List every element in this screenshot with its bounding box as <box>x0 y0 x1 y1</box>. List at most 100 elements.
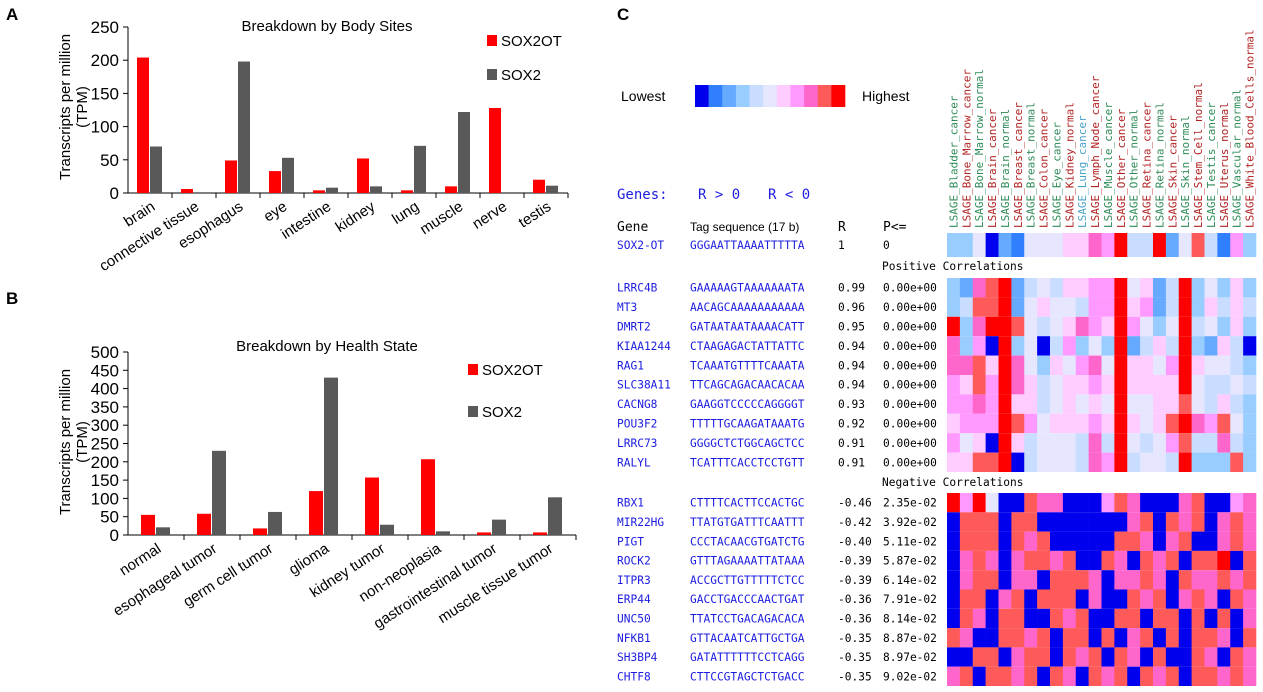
heatmap-cell <box>1075 433 1089 453</box>
heatmap-cell <box>1101 628 1115 648</box>
heatmap-row-neg-6: UNC50 TTATCCTGACAGACACA -0.36 8.14e-02 <box>617 608 1257 629</box>
heatmap-cell <box>1024 493 1038 513</box>
a-bar-sox2-7 <box>458 111 470 193</box>
heatmap-cell <box>985 336 999 356</box>
tag-sequence: CTAAGAGACTATTATTC <box>690 340 805 353</box>
heatmap-cell <box>1050 336 1064 356</box>
heatmap-cell <box>1217 375 1231 395</box>
heatmap-cell <box>1191 589 1205 609</box>
heatmap-cell <box>1165 355 1180 375</box>
heatmap-cell <box>1153 355 1167 375</box>
gene-symbol[interactable]: NFKB1 <box>617 632 651 645</box>
heatmap-cell <box>959 647 974 667</box>
p-value: 7.91e-02 <box>883 593 937 606</box>
gene-symbol[interactable]: SLC38A11 <box>617 379 671 392</box>
heatmap-cell <box>1153 394 1167 414</box>
heatmap-cell <box>972 550 986 571</box>
heatmap-cell <box>959 570 974 590</box>
heatmap-cell <box>985 666 999 686</box>
gene-symbol[interactable]: LRRC73 <box>617 437 657 450</box>
r-value: -0.36 <box>838 593 872 606</box>
heatmap-cell <box>1230 550 1244 571</box>
r-value: -0.46 <box>838 497 872 510</box>
gene-symbol[interactable]: CACNG8 <box>617 398 658 411</box>
gene-symbol[interactable]: MT3 <box>617 301 637 314</box>
heatmap-cell <box>947 647 961 667</box>
gene-symbol[interactable]: RALYL <box>617 456 651 469</box>
gene-symbol[interactable]: PIGT <box>617 535 644 548</box>
heatmap-cell <box>1075 647 1089 667</box>
p-value: 0.00e+00 <box>883 301 937 314</box>
gene-symbol[interactable]: ITPR3 <box>617 574 651 587</box>
heatmap-cell <box>1165 628 1180 648</box>
chart-a-ylabel-line2: (TPM) <box>74 86 91 128</box>
gene-symbol[interactable]: DMRT2 <box>617 321 651 334</box>
heatmap-cell <box>1217 666 1231 686</box>
heatmap-row-pos-1: MT3 AACAGCAAAAAAAAAAA 0.96 0.00e+00 <box>617 297 1257 317</box>
gene-symbol[interactable]: UNC50 <box>617 612 651 625</box>
gene-symbol[interactable]: SH3BP4 <box>617 651 658 664</box>
a-legend-label-sox2: SOX2 <box>501 67 541 84</box>
gene-symbol[interactable]: ROCK2 <box>617 555 651 568</box>
heatmap-cell <box>1178 413 1192 434</box>
heatmap-cell <box>985 413 999 434</box>
gene-symbol[interactable]: LRRC4B <box>617 282 658 295</box>
b-bar-sox2-2 <box>268 511 282 535</box>
heatmap-cell <box>1114 647 1128 667</box>
heatmap-cell <box>1243 297 1257 317</box>
heatmap-cell <box>1204 233 1218 257</box>
a-bar-sox2-2 <box>238 61 250 193</box>
b-ytick-label: 250 <box>91 435 119 454</box>
heatmap-cell <box>1243 413 1257 434</box>
heatmap-cell <box>1217 297 1231 317</box>
r-value: 0.93 <box>838 398 865 411</box>
tag-sequence: CTTCCGTAGCTCTGACC <box>690 670 805 683</box>
gene-symbol[interactable]: SOX2-OT <box>617 239 664 252</box>
heatmap-cell <box>1204 512 1218 532</box>
gene-symbol[interactable]: POU3F2 <box>617 418 657 431</box>
heatmap-cell <box>1075 278 1089 298</box>
b-bar-sox2-6 <box>492 519 506 535</box>
heatmap-cell <box>1178 233 1192 257</box>
heatmap-cell <box>1191 608 1205 629</box>
heatmap-cell <box>1037 336 1051 356</box>
heatmap-row-pos-3: KIAA1244 CTAAGAGACTATTATTC 0.94 0.00e+00 <box>617 336 1257 356</box>
heatmap-cell <box>1140 550 1154 571</box>
heatmap-cell <box>1165 316 1180 337</box>
heatmap-cell <box>1127 531 1141 551</box>
heatmap-cell <box>1204 647 1218 667</box>
heatmap-cell <box>1178 531 1192 551</box>
gene-symbol[interactable]: CHTF8 <box>617 670 651 683</box>
genes-positive-label[interactable]: R > 0 <box>698 187 740 203</box>
heatmap-cell <box>1140 336 1154 356</box>
heatmap-cell <box>947 355 961 375</box>
b-ytick-label: 450 <box>91 361 119 380</box>
heatmap-cell <box>1062 233 1077 257</box>
heatmap-cell <box>1140 433 1154 453</box>
heatmap-cell <box>1217 355 1231 375</box>
gene-symbol[interactable]: RAG1 <box>617 359 644 372</box>
genes-negative-label[interactable]: R < 0 <box>768 187 810 203</box>
column-label-3: LSAGE_Brain_cancer <box>986 108 999 228</box>
tag-sequence: GACCTGACCCAACTGAT <box>690 593 805 606</box>
heatmap-row-neg-5: ERP44 GACCTGACCCAACTGAT -0.36 7.91e-02 <box>617 589 1257 609</box>
column-label-19: LSAGE_Stem_Cell_normal <box>1192 82 1205 228</box>
gene-symbol[interactable]: KIAA1244 <box>617 340 671 353</box>
gene-symbol[interactable]: RBX1 <box>617 497 644 510</box>
heatmap-cell <box>1011 628 1025 648</box>
heatmap-cell <box>1178 666 1192 686</box>
heatmap-cell <box>1024 570 1038 590</box>
heatmap-cell <box>1178 278 1192 298</box>
heatmap-cell <box>1153 531 1167 551</box>
gene-symbol[interactable]: ERP44 <box>617 593 651 606</box>
column-label-12: LSAGE_Muscle_cancer <box>1102 102 1115 228</box>
heatmap-cell <box>1191 512 1205 532</box>
scale-swatch-4 <box>749 85 764 107</box>
a-category-label: eye <box>261 198 291 225</box>
heatmap-cell <box>1114 570 1128 590</box>
a-bar-sox2ot-7 <box>445 186 457 193</box>
heatmap-cell <box>1050 316 1064 337</box>
heatmap-cell <box>947 278 961 298</box>
heatmap-cell <box>1153 570 1167 590</box>
gene-symbol[interactable]: MIR22HG <box>617 516 664 529</box>
